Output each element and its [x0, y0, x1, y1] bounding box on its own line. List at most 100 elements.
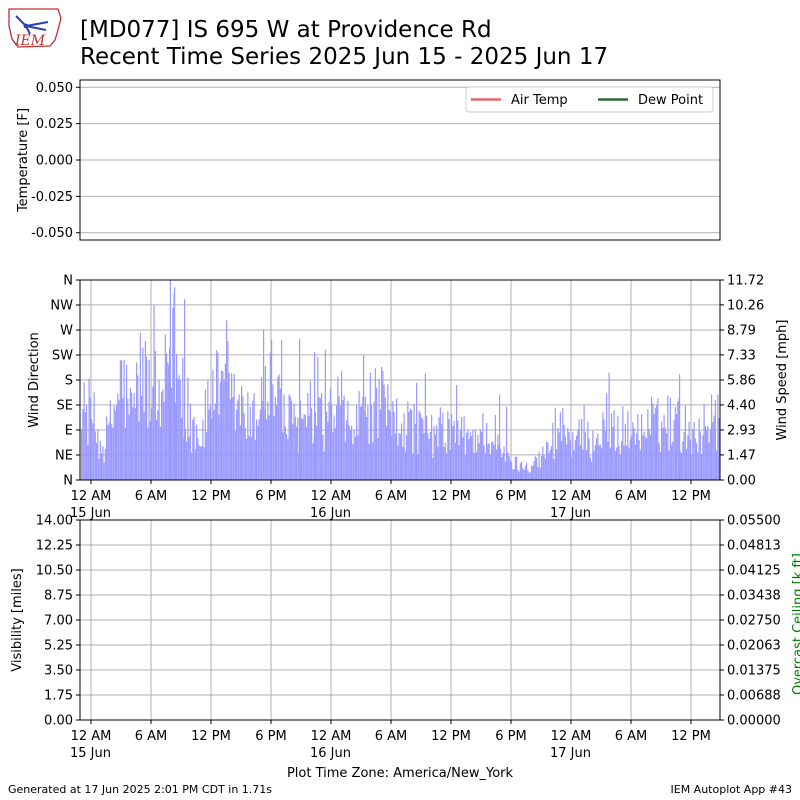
- wind-speed-bar: [341, 371, 343, 480]
- wind-speed-bar: [537, 467, 539, 480]
- wind-speed-bar: [509, 460, 511, 480]
- x-tick-label: 12 PM: [431, 729, 471, 744]
- wind-speed-bar: [579, 445, 581, 480]
- wind-speed-bar: [697, 452, 699, 480]
- x-tick-label: 12 PM: [191, 729, 231, 744]
- wind-speed-bar: [543, 455, 545, 480]
- wind-speed-bar: [172, 308, 174, 480]
- wind-speed-bar: [226, 320, 228, 480]
- wind-speed-bar: [167, 362, 169, 480]
- wind-speed-bar: [469, 432, 471, 480]
- wind-speed-bar: [162, 389, 164, 480]
- wind-speed-bar: [388, 409, 390, 480]
- wind-speed-bar: [234, 431, 236, 480]
- x-tick-label: 12 AM: [551, 729, 592, 744]
- wind-speed-bar: [128, 414, 130, 480]
- wind-speed-bar: [598, 445, 600, 480]
- wind-speed-bar: [623, 445, 625, 480]
- wind-speed-bar: [631, 436, 633, 480]
- wind-speed-bar: [396, 398, 398, 480]
- wind-speed-bar: [457, 420, 459, 480]
- wind-gust-bar: [314, 352, 316, 480]
- temp-y-tick-label: -0.025: [31, 190, 73, 205]
- wind-speed-bar: [442, 412, 444, 480]
- wind-speed-bar: [544, 458, 546, 480]
- wind-speed-bar: [453, 421, 455, 480]
- wind-speed-bar: [163, 402, 165, 480]
- wind-speed-bar: [618, 446, 620, 480]
- ceiling-tick-label: 0.00688: [727, 688, 781, 703]
- wind-speed-bar: [116, 404, 118, 480]
- wind-speed-bar: [418, 410, 420, 480]
- wind-speed-bar: [249, 406, 251, 480]
- wind-direction-axis-label: Wind Direction: [27, 332, 42, 428]
- x-date-label: 17 Jun: [550, 746, 591, 761]
- wind-speed-bar: [151, 407, 153, 480]
- wind-speed-bar: [177, 378, 179, 480]
- wind-speed-bar: [651, 396, 653, 480]
- wind-speed-bar: [573, 450, 575, 480]
- wind-speed-bar: [264, 365, 266, 480]
- wind-speed-bar: [158, 379, 160, 480]
- wind-speed-bar: [411, 409, 413, 480]
- wind-speed-bar: [211, 418, 213, 480]
- wind-speed-tick-label: 10.26: [727, 298, 764, 313]
- wind-direction-tick-label: SW: [52, 349, 73, 364]
- wind-speed-bar: [493, 445, 495, 480]
- wind-speed-bar: [569, 439, 571, 480]
- wind-speed-bar: [141, 395, 143, 480]
- wind-speed-bar: [322, 434, 324, 480]
- wind-speed-bar: [192, 419, 194, 480]
- visibility-axis-label: Visibility [miles]: [10, 568, 25, 671]
- wind-speed-bar: [568, 432, 570, 480]
- wind-speed-bar: [548, 452, 550, 480]
- wind-speed-bar: [369, 372, 371, 480]
- wind-speed-bar: [328, 401, 330, 480]
- wind-speed-bar: [283, 394, 285, 480]
- wind-speed-bar: [406, 434, 408, 480]
- wind-speed-bar: [649, 434, 651, 480]
- wind-speed-bar: [604, 430, 606, 480]
- wind-speed-bar: [129, 387, 131, 480]
- wind-speed-bar: [372, 442, 374, 480]
- wind-speed-bar: [464, 455, 466, 480]
- wind-speed-bar: [317, 356, 319, 480]
- wind-speed-bar: [703, 403, 705, 480]
- wind-speed-bar: [336, 405, 338, 480]
- wind-speed-bar: [292, 424, 294, 480]
- wind-speed-bar: [382, 370, 384, 480]
- wind-speed-bar: [157, 410, 159, 480]
- x-tick-label: 6 AM: [375, 489, 408, 504]
- wind-speed-bar: [319, 398, 321, 480]
- wind-speed-bar: [202, 420, 204, 480]
- wind-speed-bar: [679, 451, 681, 480]
- wind-direction-tick-label: E: [65, 424, 73, 439]
- wind-speed-bar: [601, 448, 603, 480]
- x-date-label: 17 Jun: [550, 506, 591, 521]
- wind-speed-bar: [653, 414, 655, 480]
- wind-speed-bar: [436, 425, 438, 480]
- wind-speed-bar: [689, 439, 691, 480]
- x-tick-label: 6 AM: [135, 489, 168, 504]
- wind-speed-bar: [533, 461, 535, 480]
- wind-speed-bar: [314, 412, 316, 480]
- wind-speed-bar: [593, 450, 595, 480]
- wind-speed-bar: [508, 455, 510, 480]
- wind-speed-bar: [554, 407, 556, 480]
- x-tick-label: 12 PM: [671, 489, 711, 504]
- wind-speed-bar: [189, 403, 191, 480]
- wind-speed-bar: [557, 427, 559, 480]
- wind-speed-bar: [181, 417, 183, 480]
- wind-speed-bar: [503, 446, 505, 480]
- temp-y-tick-label: 0.050: [36, 81, 73, 96]
- wind-speed-bar: [144, 340, 146, 480]
- wind-speed-bar: [188, 436, 190, 480]
- wind-speed-bar: [352, 444, 354, 480]
- wind-speed-bar: [587, 421, 589, 480]
- wind-speed-bar: [213, 410, 215, 480]
- wind-speed-bar: [118, 400, 120, 480]
- wind-speed-bar: [378, 379, 380, 480]
- wind-speed-bar: [174, 402, 176, 480]
- wind-speed-bar: [487, 444, 489, 480]
- wind-speed-bar: [166, 353, 168, 480]
